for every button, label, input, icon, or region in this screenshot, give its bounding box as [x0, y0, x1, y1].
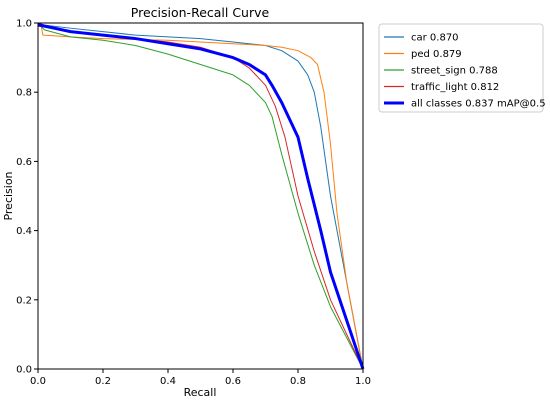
y-tick-label: 0.2 [16, 295, 32, 306]
legend-label-3: traffic_light 0.812 [411, 82, 499, 93]
legend-label-4: all classes 0.837 mAP@0.5 [411, 99, 546, 110]
series-line-1 [38, 25, 364, 370]
series-lines [37, 22, 365, 370]
legend-label-2: street_sign 0.788 [411, 66, 498, 77]
legend-label-1: ped 0.879 [411, 49, 462, 60]
x-axis-ticks: 0.0 0.2 0.4 0.6 0.8 1.0 [30, 369, 371, 387]
y-tick-label: 0.6 [16, 157, 32, 168]
x-tick-label: 0.6 [225, 376, 241, 387]
y-tick-label: 1.0 [16, 19, 32, 30]
legend: car 0.870 ped 0.879 street_sign 0.788 traff… [378, 23, 546, 113]
x-tick-label: 0.4 [160, 376, 176, 387]
x-tick-label: 0.0 [30, 376, 46, 387]
y-axis-ticks: 0.0 0.2 0.4 0.6 0.8 1.0 [16, 19, 38, 376]
y-tick-label: 0.0 [16, 365, 32, 376]
legend-box [378, 23, 544, 113]
plot-frame [37, 22, 364, 370]
x-tick-label: 0.8 [290, 376, 306, 387]
series-line-4 [37, 23, 365, 370]
y-axis-label: Precision [2, 171, 15, 220]
chart-title: Precision-Recall Curve [131, 5, 270, 20]
x-tick-label: 0.2 [95, 376, 111, 387]
series-line-2 [37, 22, 364, 370]
x-tick-label: 1.0 [355, 376, 371, 387]
x-axis-label: Recall [184, 386, 217, 399]
legend-label-0: car 0.870 [411, 33, 459, 44]
y-tick-label: 0.8 [16, 88, 32, 99]
y-tick-label: 0.4 [16, 226, 32, 237]
